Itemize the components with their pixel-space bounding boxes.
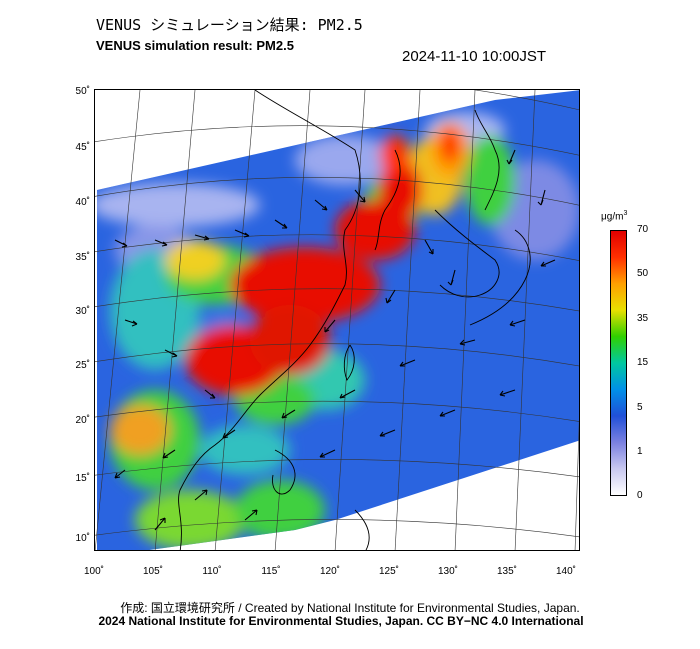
lon-tick-115: 115˚ bbox=[261, 566, 281, 577]
lon-tick-100: 100˚ bbox=[83, 566, 104, 577]
lat-tick-30: 30˚ bbox=[75, 306, 90, 317]
pm25-field bbox=[97, 90, 579, 550]
lat-tick-35: 35˚ bbox=[75, 252, 90, 263]
colorbar-label-35: 35 bbox=[637, 313, 649, 324]
lon-tick-130: 130˚ bbox=[437, 566, 458, 577]
credit-line: 作成: 国立環境研究所 / Created by National Instit… bbox=[120, 601, 580, 615]
lat-tick-40: 40˚ bbox=[75, 197, 90, 208]
wind-vectors bbox=[114, 149, 556, 531]
graticule bbox=[95, 90, 579, 550]
lat-tick-50: 50˚ bbox=[75, 86, 90, 97]
lat-tick-20: 20˚ bbox=[75, 415, 90, 426]
title-japanese: VENUS シミュレーション結果: PM2.5 bbox=[96, 16, 363, 34]
copyright-line: 2024 National Institute for Environmenta… bbox=[98, 614, 584, 628]
lon-tick-110: 110˚ bbox=[202, 566, 222, 577]
lon-tick-125: 125˚ bbox=[378, 566, 399, 577]
lon-tick-120: 120˚ bbox=[319, 566, 340, 577]
lon-tick-105: 105˚ bbox=[142, 566, 163, 577]
colorbar-label-15: 15 bbox=[637, 357, 649, 368]
colorbar-label-50: 50 bbox=[637, 268, 649, 279]
map-canvas bbox=[95, 90, 579, 550]
colorbar-unit: μg/m3 bbox=[601, 210, 628, 223]
lat-tick-25: 25˚ bbox=[75, 360, 90, 371]
pm25-map bbox=[94, 89, 580, 551]
lat-tick-10: 10˚ bbox=[75, 533, 90, 544]
coastlines bbox=[178, 90, 531, 550]
colorbar-label-1: 1 bbox=[637, 446, 643, 457]
forecast-datetime: 2024-11-10 10:00JST bbox=[402, 48, 546, 65]
lat-tick-15: 15˚ bbox=[75, 473, 90, 484]
colorbar-label-5: 5 bbox=[637, 402, 643, 413]
colorbar-label-70: 70 bbox=[637, 224, 649, 235]
lon-tick-135: 135˚ bbox=[496, 566, 517, 577]
title-english: VENUS simulation result: PM2.5 bbox=[96, 38, 294, 53]
lat-tick-45: 45˚ bbox=[75, 142, 90, 153]
lon-tick-140: 140˚ bbox=[555, 566, 576, 577]
colorbar-label-0: 0 bbox=[637, 490, 643, 501]
colorbar bbox=[610, 230, 627, 496]
